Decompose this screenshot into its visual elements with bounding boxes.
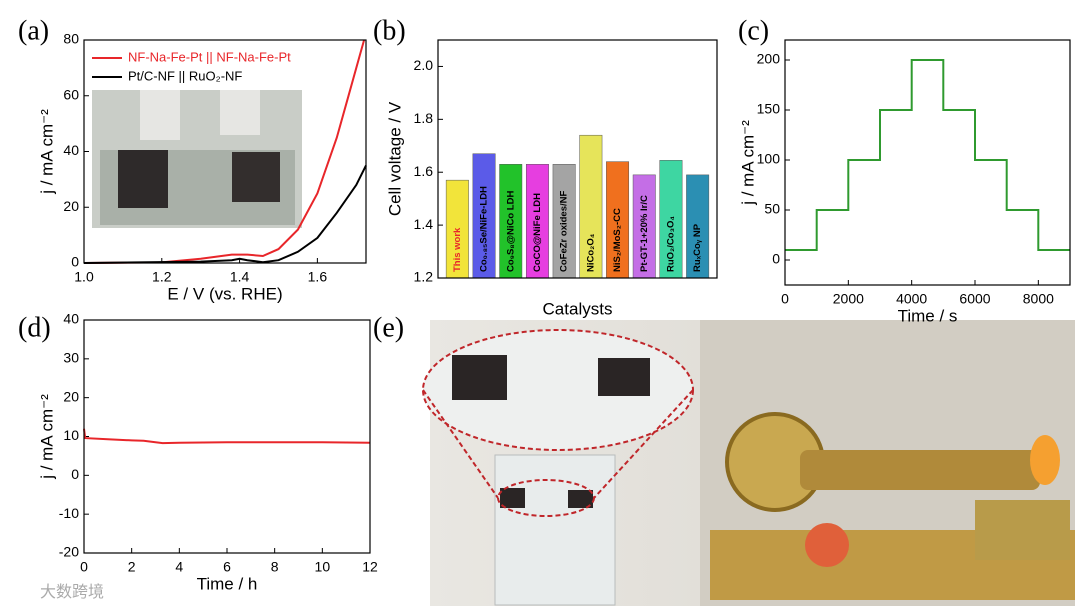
line — [83, 428, 371, 445]
x-tick-label: 4 — [175, 559, 183, 575]
x-tick-label: 1.2 — [152, 269, 172, 285]
plot-frame — [83, 39, 367, 264]
y-tick-label: 30 — [63, 350, 79, 366]
line — [83, 39, 366, 264]
x-tick-label: 1.4 — [230, 269, 250, 285]
x-tick-label: 8000 — [1023, 291, 1054, 307]
y-axis-label: j / mA cm⁻² — [37, 394, 56, 480]
y-tick-label: 100 — [757, 151, 781, 167]
category-label: RuₓCoᵧ NP — [692, 223, 703, 272]
y-tick-label: 2.0 — [414, 57, 434, 73]
panel-label: (a) — [18, 15, 49, 46]
photo — [422, 320, 1075, 606]
plot-frame — [83, 319, 371, 554]
legend-label: NF-Na-Fe-Pt || NF-Na-Fe-Pt — [128, 49, 291, 64]
x-tick-label: 6 — [223, 559, 231, 575]
plot-frame — [437, 39, 718, 279]
y-axis-label: j / mA cm⁻² — [738, 120, 757, 206]
x-tick-label: 1.6 — [308, 269, 328, 285]
y-tick-label: 0 — [71, 466, 79, 482]
y-tick-label: 50 — [764, 201, 780, 217]
plot-frame — [784, 39, 1071, 286]
x-axis-label: Catalysts — [543, 299, 613, 318]
y-tick-label: 1.8 — [414, 110, 434, 126]
inset-photo — [92, 90, 302, 228]
y-tick-label: -10 — [59, 505, 79, 521]
y-axis-label: j / mA cm⁻² — [37, 109, 56, 195]
x-tick-label: 2000 — [833, 291, 864, 307]
x-tick-label: 0 — [80, 559, 88, 575]
y-tick-label: 0 — [772, 251, 780, 267]
panel-label: (d) — [18, 312, 51, 343]
y-tick-label: -20 — [59, 544, 79, 560]
x-axis-label: Time / s — [898, 306, 958, 325]
x-tick-label: 8 — [271, 559, 279, 575]
category-label: RuO₂/Co₃O₄ — [665, 216, 676, 272]
y-tick-label: 40 — [63, 311, 79, 327]
category-label: CoFeZr oxides/NF — [559, 191, 570, 272]
line — [785, 59, 1070, 251]
category-label: Co₉S₈@NiCo LDH — [505, 191, 516, 272]
watermark: 大数跨境 — [40, 582, 104, 601]
category-label: Pt-GT-1+20% Ir/C — [639, 195, 650, 272]
y-axis-label: Cell voltage / V — [385, 101, 404, 216]
panel-label: (c) — [738, 15, 769, 46]
line — [83, 164, 367, 264]
x-tick-label: 1.0 — [74, 269, 94, 285]
category-label: CoCO@NiFe LDH — [532, 193, 543, 272]
category-label: NiS₂/MoS₂-CC — [612, 208, 623, 272]
y-tick-label: 1.4 — [414, 216, 434, 232]
category-label: NiCo₂O₄ — [585, 233, 596, 272]
y-tick-label: 1.2 — [414, 269, 434, 285]
x-tick-label: 4000 — [896, 291, 927, 307]
y-tick-label: 20 — [63, 388, 79, 404]
y-tick-label: 20 — [63, 198, 79, 214]
x-axis-label: E / V (vs. RHE) — [167, 284, 282, 303]
panel-label: (b) — [373, 15, 406, 46]
x-tick-label: 12 — [362, 559, 378, 575]
category-label: This work — [452, 227, 463, 272]
x-axis-label: Time / h — [197, 574, 258, 593]
x-tick-label: 10 — [315, 559, 331, 575]
x-tick-label: 6000 — [959, 291, 990, 307]
x-tick-label: 2 — [128, 559, 136, 575]
y-tick-label: 150 — [757, 101, 781, 117]
y-tick-label: 80 — [63, 31, 79, 47]
category-label: Co₀.₈₅Se/NiFe-LDH — [479, 186, 490, 272]
y-tick-label: 1.6 — [414, 163, 434, 179]
x-tick-label: 0 — [781, 291, 789, 307]
y-tick-label: 60 — [63, 86, 79, 102]
y-tick-label: 0 — [71, 254, 79, 270]
y-tick-label: 10 — [63, 427, 79, 443]
y-tick-label: 200 — [757, 51, 781, 67]
legend-label: Pt/C-NF || RuO₂-NF — [128, 68, 242, 83]
panel-label: (e) — [373, 312, 404, 343]
y-tick-label: 40 — [63, 142, 79, 158]
